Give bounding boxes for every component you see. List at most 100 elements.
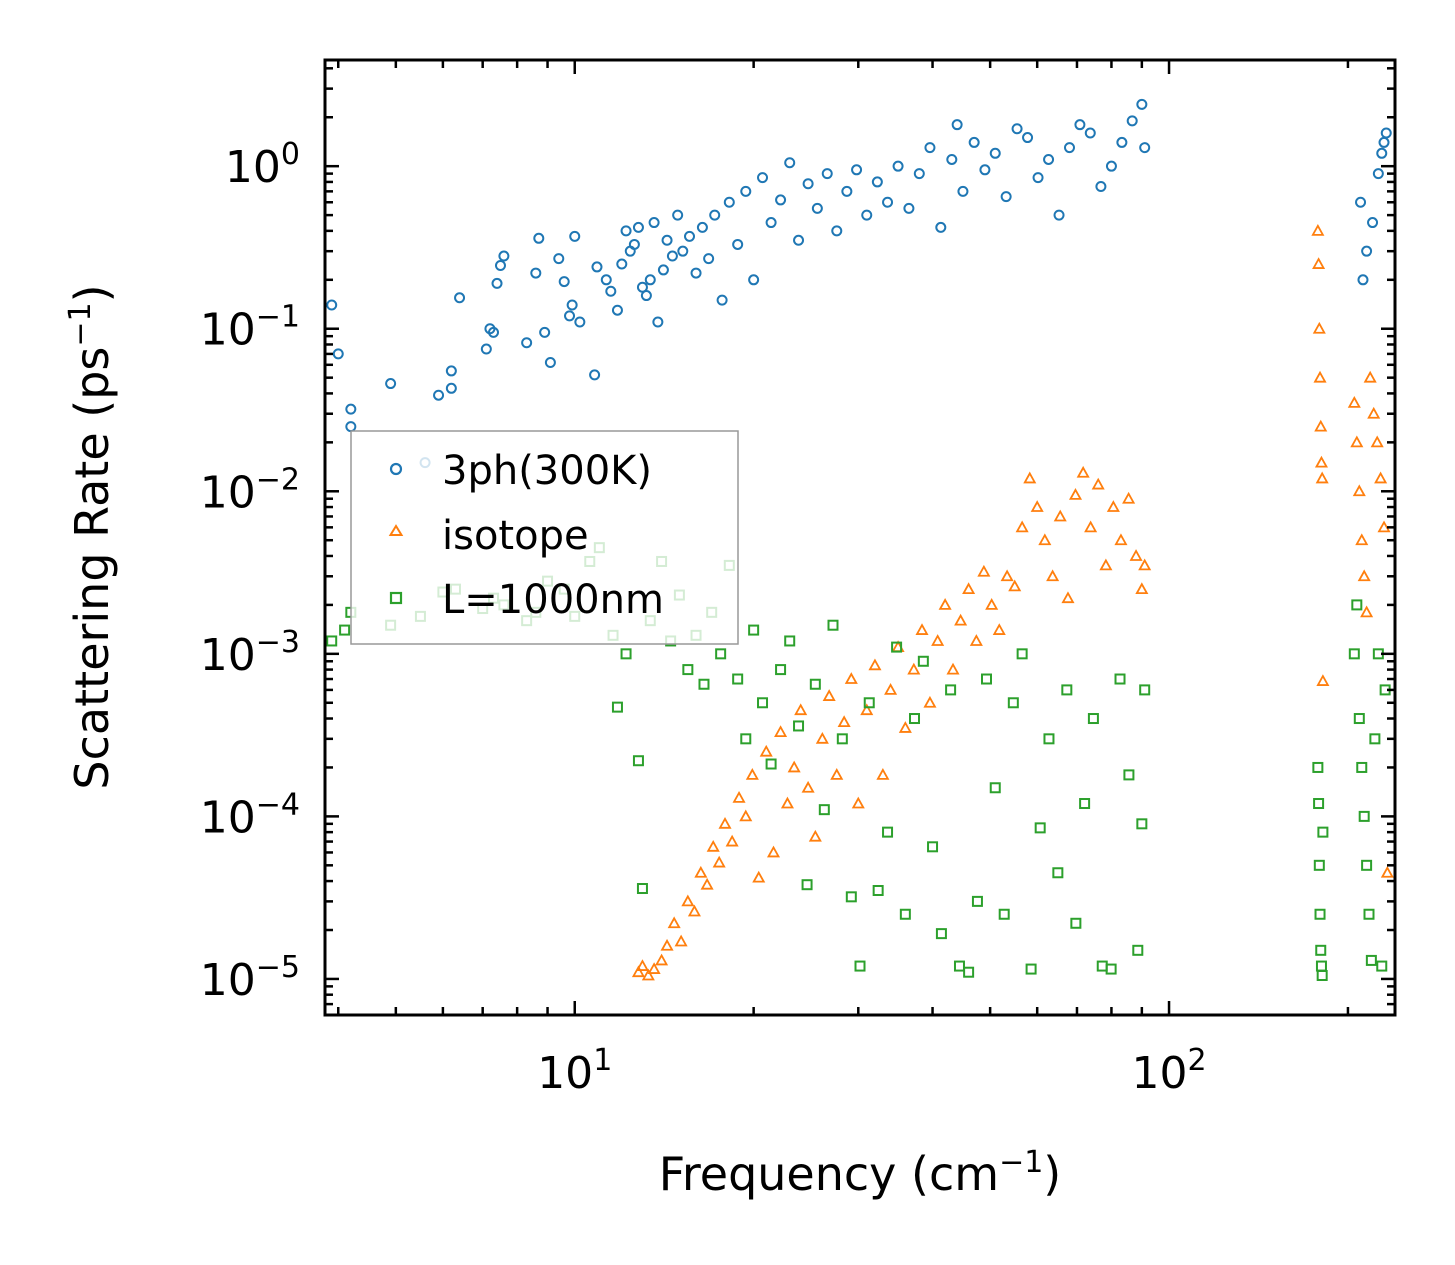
data-point (1377, 520, 1391, 533)
data-point (757, 697, 769, 709)
y-tick-labels: 100 10−1 10−2 10−3 10−4 10−5 (200, 137, 300, 1006)
data-point (1022, 132, 1034, 144)
data-point (641, 968, 655, 981)
x-tick-label: 101 (537, 1043, 612, 1099)
data-point (841, 185, 853, 197)
data-point (1015, 520, 1029, 533)
data-point (632, 221, 644, 233)
data-point (992, 623, 1006, 635)
data-point (677, 245, 689, 257)
data-point (1315, 471, 1329, 484)
data-point (1356, 761, 1368, 773)
data-point (706, 839, 720, 852)
data-point (917, 655, 929, 667)
data-point (822, 689, 836, 701)
data-point (953, 960, 965, 972)
data-point (718, 816, 732, 829)
data-point (661, 234, 673, 246)
data-point (1052, 867, 1064, 879)
data-point (716, 294, 728, 306)
data-point (740, 733, 752, 745)
data-point (1312, 321, 1326, 334)
data-point (1106, 500, 1120, 512)
data-point (891, 641, 903, 653)
data-point (872, 884, 884, 896)
data-point (1355, 196, 1367, 208)
data-point (681, 894, 695, 907)
data-point (989, 782, 1001, 794)
data-point (660, 938, 674, 951)
data-point (1361, 859, 1373, 871)
data-point (1360, 605, 1374, 618)
data-point (611, 304, 623, 316)
data-point (1138, 558, 1152, 571)
data-point (631, 965, 645, 978)
data-point (802, 178, 814, 190)
y-tick-label: 10−4 (200, 787, 300, 843)
data-point (740, 185, 752, 197)
data-point (968, 136, 980, 148)
data-point (1380, 127, 1392, 139)
data-point (703, 253, 715, 265)
data-point (962, 582, 976, 595)
data-point (698, 678, 710, 690)
data-point (1315, 944, 1327, 956)
data-point (821, 168, 833, 180)
data-point (1376, 960, 1388, 972)
data-point (1011, 123, 1023, 135)
data-point (1352, 484, 1366, 497)
data-point (564, 310, 576, 322)
data-point (845, 891, 857, 903)
data-point (611, 701, 623, 713)
data-point (1122, 491, 1136, 504)
data-point (801, 780, 815, 793)
data-point (1091, 477, 1105, 490)
data-point (1312, 257, 1326, 269)
data-point (488, 326, 500, 338)
data-point (1053, 209, 1065, 221)
data-point (979, 164, 991, 176)
data-point (784, 157, 796, 169)
data-point (759, 744, 773, 757)
data-point (963, 966, 975, 978)
data-point (709, 209, 721, 221)
data-point (1380, 865, 1394, 878)
data-point (868, 658, 882, 671)
data-point (569, 230, 581, 242)
data-point (927, 841, 939, 853)
data-point (748, 274, 760, 286)
data-point (1355, 533, 1369, 546)
data-point (831, 225, 843, 237)
data-point (935, 928, 947, 940)
data-point (694, 865, 708, 878)
data-point (1074, 119, 1086, 131)
data-point (793, 234, 805, 246)
data-point (1372, 168, 1384, 180)
data-point (1316, 674, 1330, 686)
y-tick-label: 10−5 (200, 950, 300, 1006)
data-point (1139, 142, 1151, 154)
data-point (1363, 370, 1377, 383)
data-point (1347, 395, 1361, 408)
data-point (616, 258, 628, 270)
data-point (793, 720, 805, 732)
data-point (732, 238, 744, 250)
data-point (957, 185, 969, 197)
data-point (1105, 160, 1117, 172)
data-point (574, 316, 586, 328)
legend: 3ph(300K) isotope L=1000nm (350, 430, 739, 645)
data-point (1084, 520, 1098, 533)
legend-marker-isotope (388, 524, 404, 536)
data-point (1374, 471, 1388, 484)
y-tick-label: 100 (225, 137, 300, 193)
data-point (827, 619, 839, 631)
y-tick-label: 10−2 (200, 462, 300, 518)
legend-label-boundary: L=1000nm (442, 577, 664, 623)
data-point (1367, 406, 1381, 419)
data-point (913, 168, 925, 180)
data-point (945, 684, 957, 696)
data-point (725, 834, 739, 847)
data-point (989, 147, 1001, 159)
data-point (1087, 713, 1099, 725)
data-point (1311, 224, 1325, 236)
